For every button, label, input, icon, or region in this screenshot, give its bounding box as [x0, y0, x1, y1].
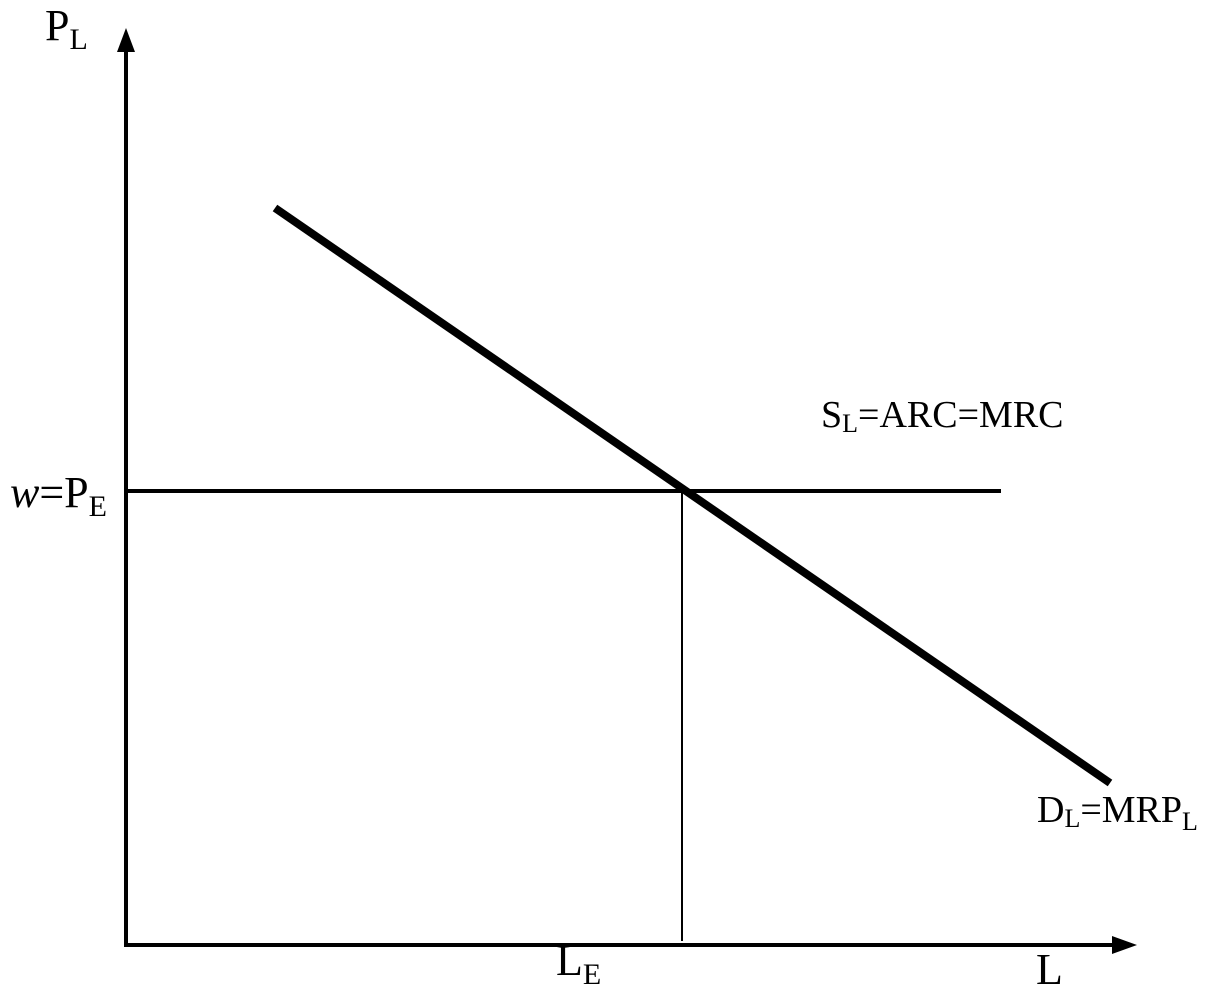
quantity-label-subscript: E: [583, 958, 601, 991]
y-axis-arrowhead: [117, 28, 135, 52]
supply-label-subscript: L: [842, 409, 858, 438]
x-axis-label: L: [1036, 945, 1063, 992]
equilibrium-wage-label: w=PE: [10, 468, 107, 523]
supply-curve-label: SL=ARC=MRC: [821, 394, 1064, 438]
y-axis-label-symbol: P: [45, 1, 69, 50]
supply-label-main: S: [821, 394, 842, 436]
wage-label-subscript: E: [89, 490, 107, 523]
supply-label-rest: =ARC=MRC: [858, 394, 1063, 436]
demand-label-rest: =MRP: [1080, 789, 1182, 831]
equilibrium-quantity-label: LE: [556, 936, 601, 991]
x-axis-label-symbol: L: [1036, 945, 1063, 992]
demand-label-main: D: [1037, 789, 1064, 831]
y-axis-label-subscript: L: [69, 23, 87, 56]
demand-curve-line: [272, 204, 1113, 787]
wage-label-rest: =P: [39, 468, 88, 517]
quantity-label-symbol: L: [556, 936, 583, 985]
wage-label-italic: w: [10, 468, 40, 517]
demand-curve-label: DL=MRPL: [1037, 789, 1198, 836]
demand-label-subscript-2: L: [1182, 807, 1198, 836]
demand-label-subscript: L: [1064, 804, 1080, 833]
y-axis-label: PL: [45, 1, 88, 56]
x-axis-arrowhead: [1112, 936, 1137, 954]
